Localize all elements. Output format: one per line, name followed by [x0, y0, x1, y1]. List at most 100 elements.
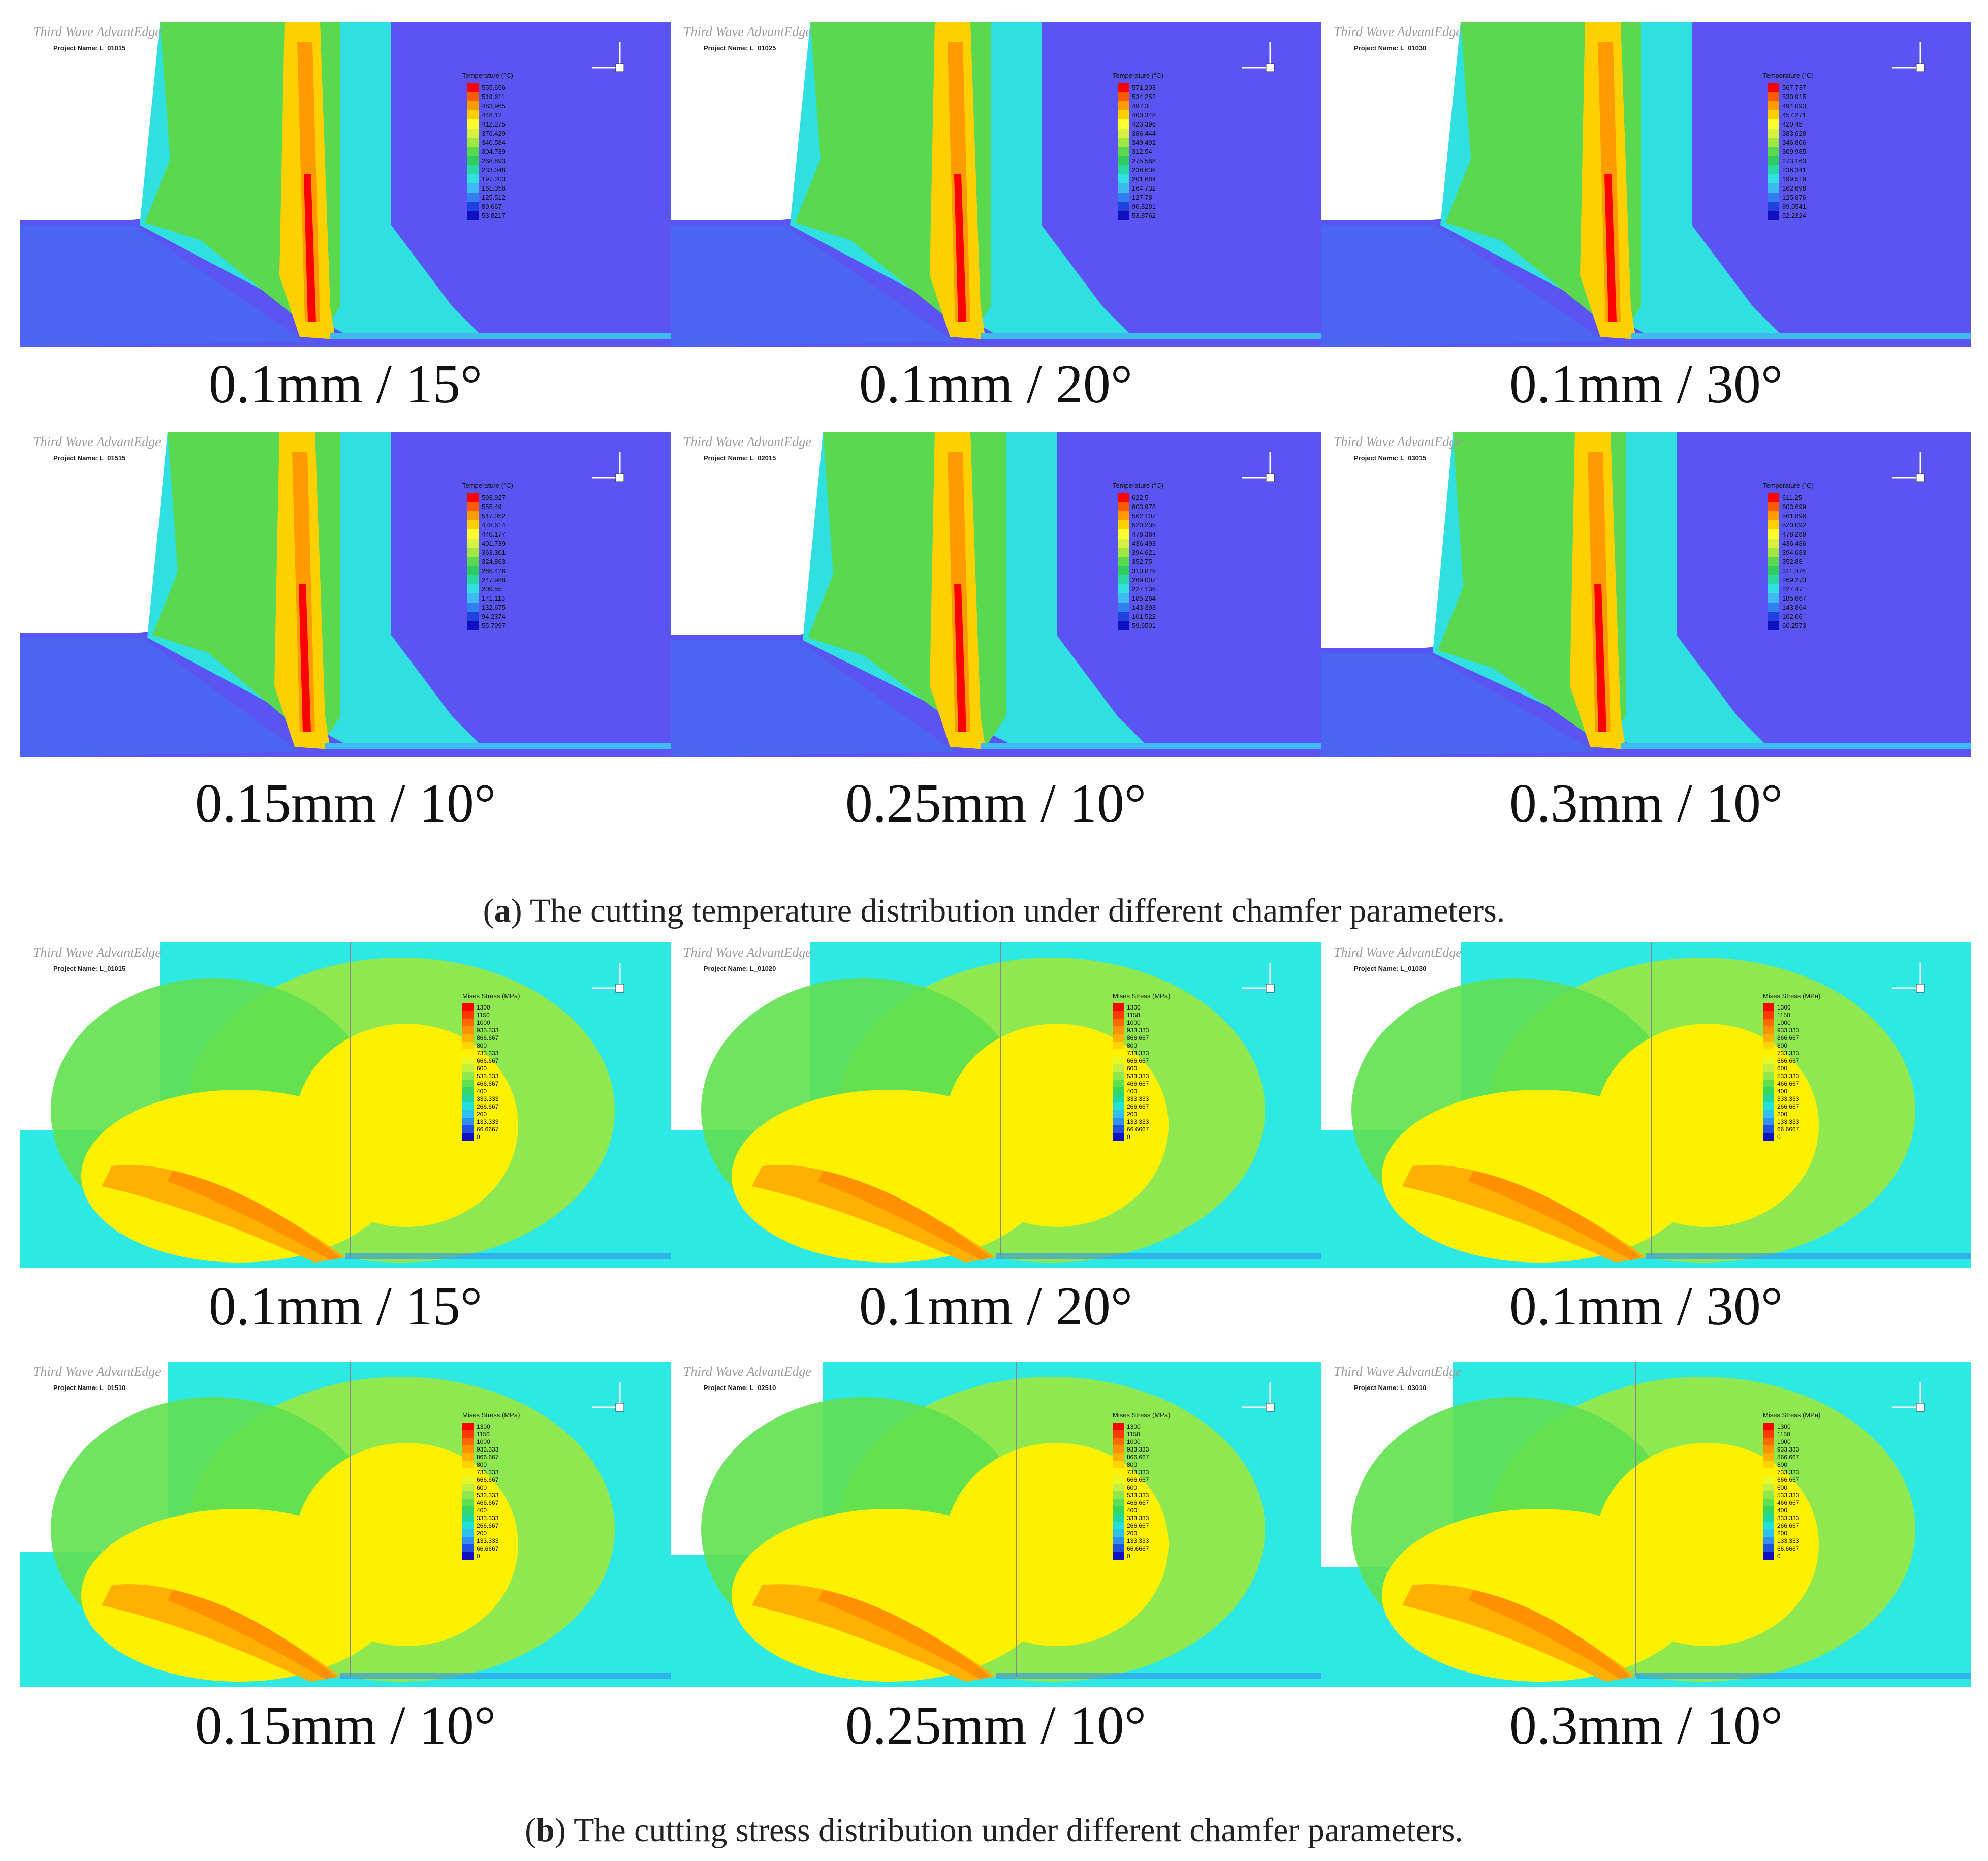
legend-swatch [1113, 1026, 1124, 1034]
legend-swatch [1113, 1102, 1124, 1110]
legend-swatch [467, 119, 479, 129]
legend-swatch [1763, 1019, 1774, 1026]
legend-value: 66.6667 [477, 1126, 499, 1133]
legend-value: 457.271 [1782, 111, 1806, 119]
legend-value: 866.667 [477, 1034, 499, 1042]
legend-value: 340.584 [482, 139, 506, 146]
legend-swatch [462, 1552, 474, 1560]
legend-swatch [1113, 1064, 1124, 1072]
legend-value: 1000 [477, 1019, 490, 1026]
legend-swatch [1113, 1491, 1124, 1499]
legend-value: 199.519 [1782, 175, 1806, 183]
legend-value: 102.06 [1782, 613, 1803, 620]
legend-swatch [467, 529, 479, 539]
legend-value: 933.333 [1127, 1446, 1149, 1453]
project-name: Project Name: L_01510 [53, 1384, 125, 1392]
legend-swatch [1768, 493, 1779, 502]
watermark-text: Third Wave AdvantEdge [33, 24, 161, 39]
legend-value: 933.333 [477, 1027, 499, 1034]
legend-value: 383.628 [1782, 130, 1806, 137]
legend-value: 164.732 [1132, 184, 1156, 192]
legend-swatch [1768, 83, 1779, 92]
legend-swatch [1768, 138, 1779, 147]
legend-value: 1300 [477, 1423, 490, 1430]
figure-caption-b: (b) The cutting stress distribution unde… [525, 1812, 1463, 1849]
legend-value: 440.177 [482, 530, 506, 538]
axis-triad-icon [1892, 963, 1925, 993]
legend-value: 133.333 [1127, 1118, 1149, 1125]
legend-swatch [1113, 1537, 1124, 1544]
legend-value: 555.656 [482, 84, 506, 91]
legend-value: 520.092 [1782, 521, 1806, 529]
legend-value: 53.8762 [1132, 212, 1156, 219]
legend-value: 520.235 [1132, 521, 1156, 529]
legend-swatch [467, 539, 479, 548]
legend-swatch [1763, 1484, 1774, 1491]
legend-value: 666.667 [477, 1057, 499, 1064]
project-name: Project Name: L_03010 [1354, 1384, 1426, 1392]
legend-swatch [1118, 83, 1129, 92]
legend-swatch [462, 1445, 474, 1453]
legend-swatch [1768, 129, 1779, 138]
legend-value: 534.252 [1132, 93, 1156, 101]
legend-value: 533.333 [477, 1492, 499, 1499]
legend-value: 200 [477, 1111, 487, 1118]
legend-value: 466.667 [477, 1080, 499, 1087]
watermark-text: Third Wave AdvantEdge [1334, 434, 1462, 449]
legend-value: 448.12 [482, 111, 502, 119]
legend-value: 309.985 [1782, 148, 1806, 155]
legend-swatch [1113, 1468, 1124, 1476]
legend-value: 571.203 [1132, 84, 1156, 91]
temperature-legend: Temperature (°C) 622.5 603.978562.107520.2… [1113, 482, 1163, 630]
legend-value: 53.8217 [482, 212, 506, 219]
legend-value: 133.333 [477, 1118, 499, 1125]
legend-value: 133.333 [1777, 1537, 1800, 1544]
legend-swatch [1118, 603, 1129, 612]
legend-value: 478.289 [1782, 530, 1806, 538]
legend-swatch [1113, 1034, 1124, 1042]
legend-swatch [1768, 101, 1779, 110]
legend-value: 400 [477, 1088, 487, 1095]
legend-value: 200 [1127, 1111, 1137, 1118]
legend-value: 420.45 [1782, 120, 1803, 128]
legend-swatch [1768, 147, 1779, 156]
legend-value: 386.444 [1132, 130, 1156, 137]
legend-value: 266.667 [477, 1103, 499, 1110]
legend-title: Mises Stress (MPa) [462, 1411, 520, 1419]
legend-swatch [467, 557, 479, 566]
legend-value: 533.333 [1127, 1073, 1149, 1080]
legend-swatch [1113, 1499, 1124, 1506]
legend-value: 593.927 [482, 494, 506, 501]
stress-legend: Mises Stress (MPa) 130011501000933.333866… [1113, 1411, 1170, 1560]
legend-swatch [1118, 147, 1129, 156]
legend-swatch [1768, 548, 1779, 557]
legend-swatch [1113, 1057, 1124, 1064]
legend-value: 0 [477, 1553, 480, 1560]
watermark-text: Third Wave AdvantEdge [1334, 24, 1462, 39]
legend-swatch [1113, 1087, 1124, 1095]
legend-value: 333.333 [1777, 1095, 1800, 1102]
legend-value: 352.75 [1132, 558, 1152, 565]
legend-value: 466.667 [1777, 1499, 1800, 1506]
legend-value: 0 [1777, 1133, 1781, 1141]
legend-swatch [462, 1484, 474, 1491]
legend-value: 66.6667 [477, 1545, 499, 1552]
axis-triad-icon [1242, 42, 1275, 72]
legend-value: 666.667 [1127, 1476, 1149, 1484]
legend-swatch [1113, 1461, 1124, 1468]
legend-swatch [1763, 1476, 1774, 1484]
legend-value: 733.333 [1127, 1050, 1149, 1057]
legend-swatch [1763, 1064, 1774, 1072]
param-label: 0.25mm / 10° [845, 773, 1147, 834]
legend-swatch [1118, 612, 1129, 621]
stress-field-svg: Mises Stress (MPa) 130011501000933.333866… [671, 942, 1321, 1268]
legend-swatch [462, 1514, 474, 1522]
legend-value: 1150 [477, 1012, 490, 1019]
legend-swatch [1113, 1110, 1124, 1118]
legend-value: 143.393 [1132, 604, 1156, 611]
legend-value: 286.426 [482, 567, 506, 575]
legend-value: 352.88 [1782, 558, 1803, 565]
legend-value: 200 [1777, 1111, 1787, 1118]
legend-value: 866.667 [1127, 1454, 1149, 1461]
legend-value: 143.864 [1782, 604, 1806, 611]
